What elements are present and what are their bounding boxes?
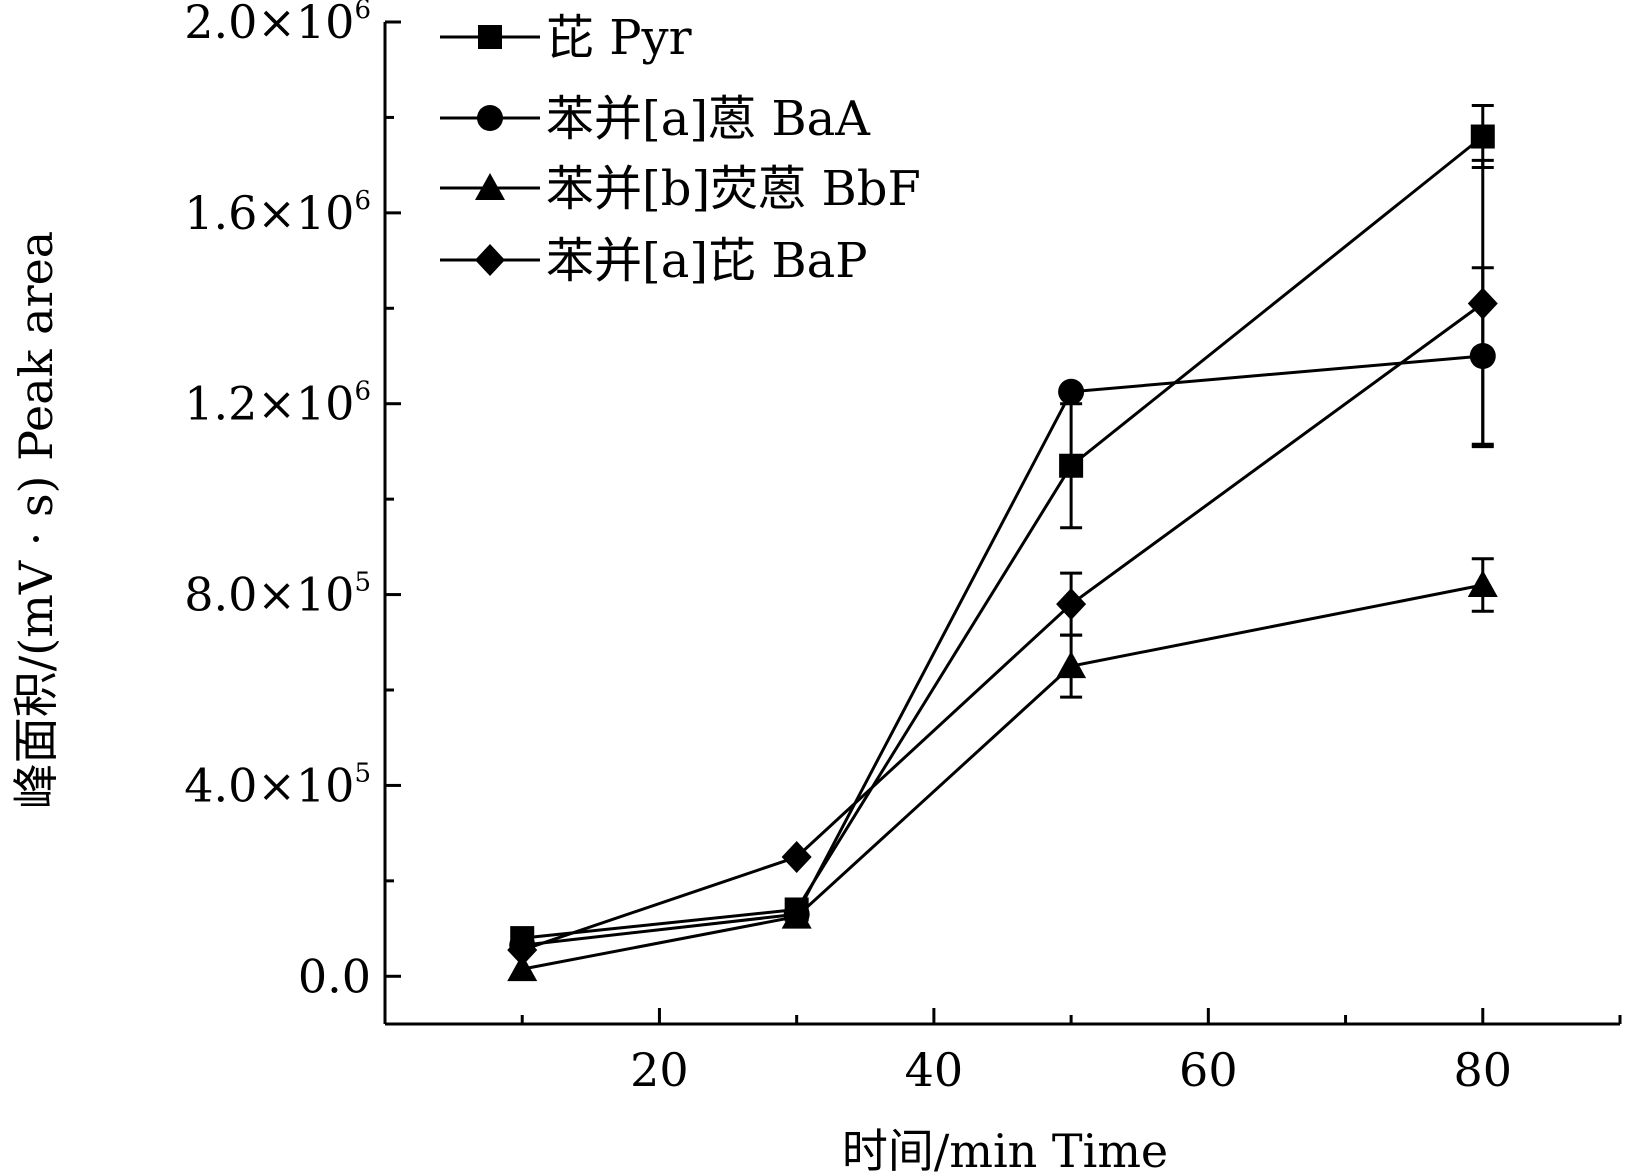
y-tick-label: 0.0 bbox=[298, 949, 371, 1003]
y-tick-mantissa: 2.0 bbox=[184, 0, 257, 49]
series-diamond bbox=[507, 158, 1498, 967]
y-tick-mantissa: 1.2 bbox=[184, 377, 257, 431]
y-tick-times: ×10 bbox=[257, 377, 354, 431]
series-triangle bbox=[507, 557, 1498, 982]
legend-marker-circle bbox=[477, 105, 503, 131]
y-tick-times: ×10 bbox=[257, 0, 354, 49]
y-tick-exponent: 6 bbox=[354, 0, 371, 25]
y-tick-label: 4.0×105 bbox=[184, 758, 371, 812]
data-point-diamond bbox=[781, 841, 812, 873]
data-point-triangle bbox=[1467, 570, 1498, 598]
y-tick-times: ×10 bbox=[257, 568, 354, 622]
y-tick-label: 2.0×106 bbox=[184, 0, 371, 49]
x-tick-label: 60 bbox=[1179, 1043, 1238, 1097]
y-tick-exponent: 5 bbox=[354, 758, 371, 788]
series-line bbox=[521, 583, 1484, 971]
y-tick-exponent: 6 bbox=[354, 377, 371, 407]
y-tick-mantissa: 1.6 bbox=[184, 186, 257, 240]
y-tick-mantissa: 4.0 bbox=[184, 758, 257, 812]
legend-label: 苯并[a]芘 BaP bbox=[546, 233, 868, 289]
data-point-triangle bbox=[1056, 651, 1087, 679]
series-line bbox=[521, 302, 1484, 952]
legend: 芘 Pyr 苯并[a]蒽 BaA 苯并[b]荧蒽 BbF 苯并[a]芘 BaP bbox=[440, 10, 921, 289]
legend-item: 苯并[b]荧蒽 BbF bbox=[440, 161, 921, 217]
x-tick-label: 80 bbox=[1454, 1043, 1513, 1097]
series-line bbox=[522, 354, 1483, 947]
legend-item: 苯并[a]芘 BaP bbox=[440, 233, 868, 289]
x-axis-title: 时间/min Time bbox=[842, 1124, 1168, 1176]
data-point-diamond bbox=[1056, 588, 1087, 621]
plot-area bbox=[383, 22, 1620, 1026]
data-point-diamond bbox=[507, 934, 538, 967]
y-tick-label: 1.2×106 bbox=[184, 377, 371, 431]
y-tick-label: 1.6×106 bbox=[184, 186, 371, 240]
series-line bbox=[522, 135, 1484, 940]
legend-marker-diamond bbox=[475, 244, 505, 276]
data-point-triangle bbox=[507, 954, 538, 982]
data-point-diamond bbox=[1467, 287, 1498, 320]
y-axis-title: 峰面积/(mV · s) Peak area bbox=[9, 231, 63, 809]
x-tick-label: 20 bbox=[630, 1043, 689, 1097]
series-layer bbox=[507, 104, 1498, 982]
legend-marker-triangle bbox=[475, 173, 505, 200]
legend-item: 芘 Pyr bbox=[440, 10, 692, 66]
x-axis: 20 40 60 80 bbox=[520, 1008, 1622, 1097]
y-tick-mantissa: 0.0 bbox=[298, 949, 371, 1003]
legend-marker-square bbox=[478, 25, 502, 49]
y-tick-times: ×10 bbox=[257, 186, 354, 240]
legend-label: 芘 Pyr bbox=[546, 10, 692, 66]
x-tick-label: 40 bbox=[905, 1043, 964, 1097]
y-tick-mantissa: 8.0 bbox=[184, 568, 257, 622]
legend-label: 苯并[a]蒽 BaA bbox=[546, 91, 871, 147]
y-tick-label: 8.0×105 bbox=[184, 568, 371, 622]
legend-item: 苯并[a]蒽 BaA bbox=[440, 91, 871, 147]
data-point-square bbox=[1059, 453, 1084, 478]
legend-label: 苯并[b]荧蒽 BbF bbox=[546, 161, 921, 217]
y-tick-exponent: 5 bbox=[354, 568, 371, 598]
data-point-triangle bbox=[781, 901, 812, 929]
y-tick-times: ×10 bbox=[257, 758, 354, 812]
data-point-circle bbox=[1058, 378, 1085, 405]
data-point-square bbox=[1470, 124, 1495, 149]
y-tick-exponent: 6 bbox=[354, 186, 371, 216]
